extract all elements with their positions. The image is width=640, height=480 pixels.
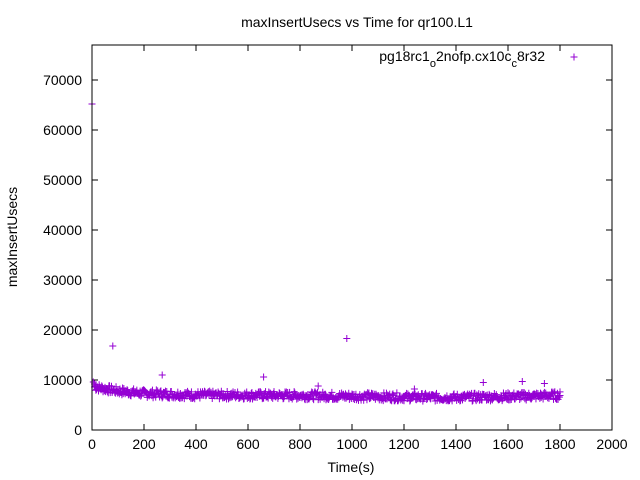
data-point: [452, 394, 460, 401]
data-point: [407, 396, 414, 404]
data-point: [296, 392, 304, 400]
data-point: [516, 395, 524, 403]
data-point: [260, 373, 268, 381]
y-tick-label: 70000: [43, 72, 82, 88]
data-point: [92, 382, 100, 390]
x-tick-label: 1000: [336, 436, 367, 452]
data-point: [345, 389, 353, 397]
data-point: [393, 389, 401, 397]
data-point: [166, 391, 174, 398]
data-point: [244, 392, 252, 399]
x-tick-label: 0: [88, 436, 96, 452]
data-point: [388, 391, 396, 399]
data-point: [158, 371, 166, 379]
data-point: [109, 342, 117, 350]
data-point: [518, 378, 526, 385]
data-point: [306, 393, 314, 401]
data-point: [328, 388, 336, 396]
data-point: [119, 388, 127, 395]
x-tick-label: 200: [132, 436, 156, 452]
legend: pg18rc1o2nofp.cx10cc8r32: [379, 48, 578, 70]
x-tick-label: 1400: [440, 436, 471, 452]
data-point: [309, 394, 317, 402]
data-points: [88, 100, 564, 405]
x-tick-label: 2000: [596, 436, 627, 452]
data-point: [389, 390, 397, 398]
data-point: [140, 389, 148, 397]
x-tick-label: 400: [184, 436, 208, 452]
data-point: [270, 392, 278, 400]
x-axis-label: Time(s): [328, 459, 375, 475]
y-tick-label: 30000: [43, 272, 82, 288]
data-point: [187, 388, 195, 396]
x-tick-label: 800: [288, 436, 312, 452]
data-point: [530, 393, 538, 400]
y-tick-label: 50000: [43, 172, 82, 188]
data-point: [374, 393, 382, 401]
data-point: [416, 394, 424, 402]
data-point: [312, 390, 320, 398]
data-point: [322, 392, 330, 400]
legend-marker: [570, 53, 578, 61]
y-tick-label: 40000: [43, 222, 82, 238]
data-point: [286, 388, 294, 396]
y-tick-label: 60000: [43, 122, 82, 138]
data-point: [556, 392, 564, 399]
x-tick-label: 1600: [492, 436, 523, 452]
plot-frame: [91, 44, 613, 431]
y-tick-label: 0: [74, 422, 82, 438]
data-point: [133, 386, 141, 394]
data-point: [410, 385, 418, 393]
y-axis-label: maxInsertUsecs: [4, 187, 20, 287]
data-point: [218, 391, 226, 399]
data-point: [112, 383, 120, 391]
data-point: [158, 394, 166, 402]
chart-title: maxInsertUsecs vs Time for qr100.L1: [241, 14, 473, 30]
data-point: [443, 392, 451, 400]
data-point: [150, 390, 158, 397]
data-point: [492, 391, 500, 399]
data-point: [433, 389, 440, 397]
data-point: [478, 394, 486, 401]
data-point: [257, 389, 265, 397]
data-point: [343, 335, 351, 342]
data-point: [104, 386, 112, 393]
data-point: [404, 390, 412, 398]
legend-label: pg18rc1o2nofp.cx10cc8r32: [379, 48, 545, 70]
x-tick-label: 1200: [388, 436, 419, 452]
legend-marker-symbol: [570, 53, 578, 61]
tick-layer: 0 200 400 600 800 1000 1200 1400 1600 1800 2000010…: [43, 45, 628, 452]
data-point: [366, 395, 374, 403]
data-point: [426, 394, 434, 402]
y-tick-label: 20000: [43, 322, 82, 338]
y-tick-label: 10000: [43, 372, 82, 388]
data-point: [414, 391, 422, 399]
data-point: [130, 389, 138, 397]
data-point: [479, 379, 487, 386]
data-point: [427, 395, 435, 403]
data-point: [137, 392, 145, 400]
data-point: [555, 393, 563, 401]
x-tick-label: 1800: [544, 436, 575, 452]
data-point: [400, 394, 408, 401]
data-point: [192, 391, 200, 399]
data-point: [290, 388, 298, 396]
data-point: [504, 393, 512, 401]
data-point: [314, 382, 322, 390]
x-tick-label: 600: [236, 436, 260, 452]
data-point: [348, 393, 356, 400]
data-point: [114, 387, 122, 394]
data-point: [540, 380, 548, 387]
